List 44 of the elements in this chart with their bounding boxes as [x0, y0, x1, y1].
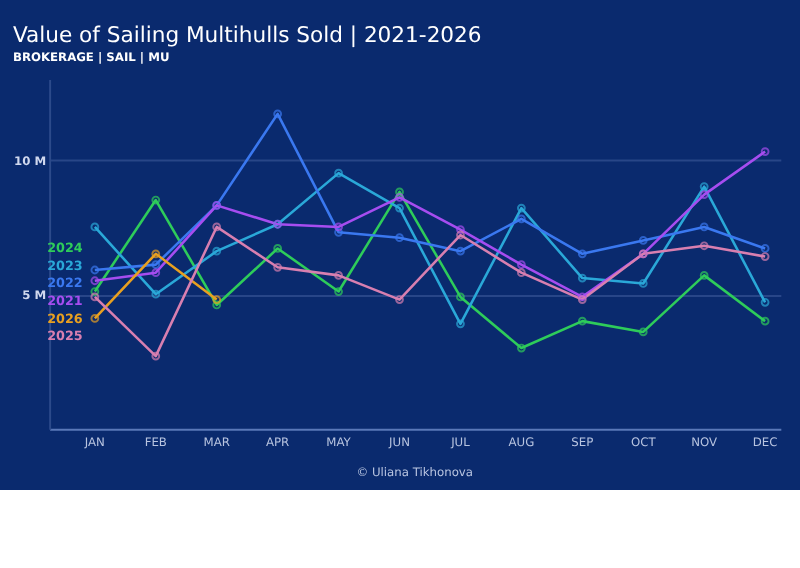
- point: [516, 260, 526, 269]
- point: [334, 222, 343, 232]
- point: [395, 233, 404, 243]
- point: [456, 246, 465, 256]
- point: [456, 230, 465, 240]
- point: [151, 268, 161, 278]
- point: [516, 214, 526, 224]
- point: [638, 279, 648, 288]
- point: [151, 249, 161, 259]
- point: [395, 187, 404, 197]
- point: [577, 316, 587, 326]
- point: [273, 109, 283, 119]
- point: [456, 319, 465, 329]
- point: [395, 203, 404, 213]
- point: [638, 236, 648, 245]
- point: [395, 295, 404, 304]
- point: [516, 268, 526, 278]
- point: [577, 273, 587, 283]
- point: [516, 203, 526, 213]
- point: [516, 343, 526, 353]
- point: [334, 227, 343, 237]
- point: [151, 289, 161, 299]
- point: [699, 270, 709, 280]
- point: [395, 192, 404, 202]
- point: [151, 195, 161, 205]
- point: [638, 327, 648, 337]
- point: [699, 190, 709, 200]
- point: [212, 222, 222, 232]
- point: [151, 260, 161, 269]
- point: [334, 270, 343, 280]
- point: [456, 225, 465, 235]
- chart-title: Value of Sailing Multihulls Sold | 2021-2026: [12, 21, 482, 48]
- point: [577, 249, 587, 259]
- point: [273, 262, 283, 272]
- point: [334, 287, 343, 296]
- point: [273, 244, 283, 253]
- point: [456, 292, 465, 302]
- point: [699, 222, 709, 232]
- point: [699, 182, 709, 191]
- point: [699, 241, 709, 251]
- point: [212, 300, 222, 310]
- point: [334, 168, 343, 178]
- point: [151, 351, 161, 361]
- point: [212, 246, 222, 256]
